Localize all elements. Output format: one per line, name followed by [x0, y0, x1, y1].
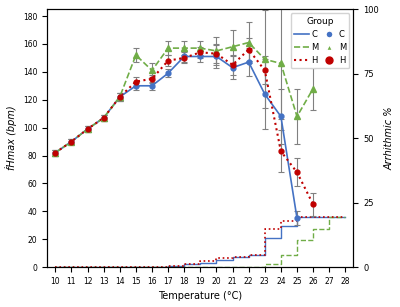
- Y-axis label: ḟHmax (bpm): ḟHmax (bpm): [6, 106, 18, 170]
- X-axis label: Temperature (°C): Temperature (°C): [158, 291, 242, 301]
- Y-axis label: Arrhithmic %: Arrhithmic %: [384, 106, 394, 170]
- Legend: C, M, H, C, M, H: C, M, H, C, M, H: [290, 13, 349, 68]
